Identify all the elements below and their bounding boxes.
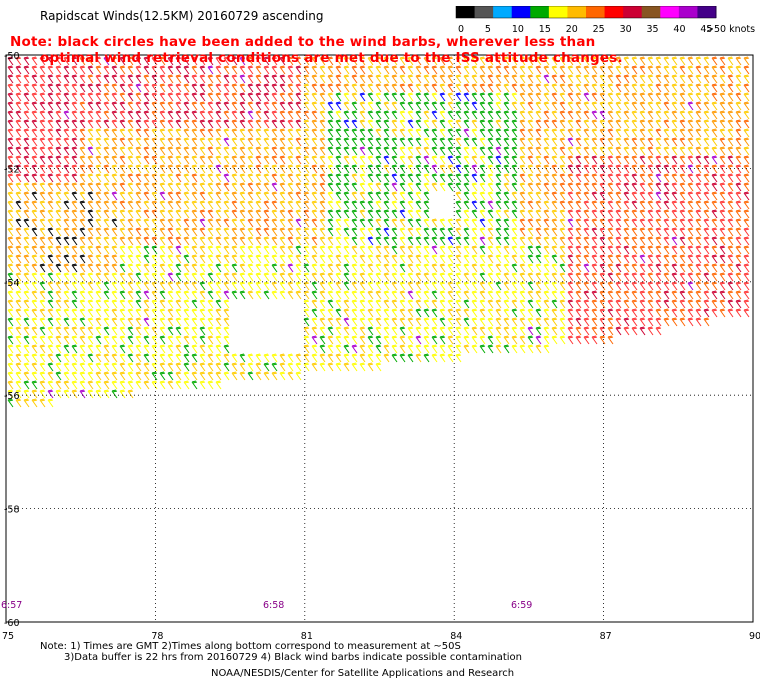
legend-tick-label: 45 — [700, 24, 712, 35]
wind-barbs — [7, 56, 750, 345]
footer-line-1: Note: 1) Times are GMT 2)Times along bot… — [40, 641, 461, 652]
lon-label: 90 — [749, 631, 760, 642]
legend-swatch — [511, 6, 531, 18]
longitude-labels: 75 78 81 84 87 90 — [2, 631, 760, 642]
wind-barbs — [327, 92, 502, 246]
wind-barbs — [15, 191, 118, 273]
lat-lon-grid — [6, 55, 753, 622]
wind-barbs — [7, 56, 750, 273]
time-label: 6:59 — [511, 600, 532, 611]
legend-swatch — [493, 6, 513, 18]
legend-swatch — [530, 6, 550, 18]
lat-label: -56 — [4, 391, 20, 402]
legend-swatch — [678, 6, 698, 18]
legend-swatch — [697, 6, 717, 18]
legend-tick-label: 10 — [512, 24, 524, 35]
legend-color-bar — [455, 6, 717, 19]
time-labels: 6:57 6:58 6:59 — [1, 600, 532, 611]
wind-barbs — [7, 56, 750, 408]
map-frame — [5, 54, 754, 623]
attitude-note: Note: black circles have been added to t… — [10, 34, 623, 66]
legend-swatch — [456, 6, 476, 18]
legend-swatch — [604, 6, 624, 18]
legend-tick-label: 20 — [566, 24, 578, 35]
legend-tick-labels: 0 5 10 15 20 25 30 35 40 45 — [458, 24, 712, 35]
color-legend: 0 5 10 15 20 25 30 35 40 45 >50 knots — [455, 6, 755, 35]
lon-label: 81 — [301, 631, 313, 642]
legend-tick-label: 40 — [673, 24, 685, 35]
wind-barbs — [79, 56, 750, 345]
legend-swatch — [567, 6, 587, 18]
note-line-2: optimal wind retrieval conditions are me… — [40, 50, 623, 66]
wind-barbs — [7, 92, 566, 408]
wind-barbs — [7, 56, 750, 336]
legend-swatch — [586, 6, 606, 18]
lon-label: 84 — [450, 631, 462, 642]
lat-label: -54 — [4, 278, 20, 289]
lat-label: -58 — [4, 505, 20, 516]
time-label: 6:57 — [1, 600, 22, 611]
legend-swatch — [474, 6, 494, 18]
legend-swatch — [548, 6, 568, 18]
legend-units-label: >50 knots — [706, 24, 755, 35]
wind-barb-layer — [7, 56, 750, 408]
legend-tick-label: 25 — [593, 24, 605, 35]
chart-title: Rapidscat Winds(12.5KM) 20160729 ascendi… — [40, 9, 324, 23]
lon-label: 78 — [151, 631, 163, 642]
wind-barbs — [47, 56, 718, 399]
lon-label: 87 — [600, 631, 612, 642]
latitude-labels: -50 -52 -54 -56 -58 -60 — [4, 51, 20, 629]
legend-tick-label: 0 — [458, 24, 464, 35]
lon-label: 75 — [2, 631, 14, 642]
footer-credit: NOAA/NESDIS/Center for Satellite Applica… — [211, 668, 515, 679]
wind-barbs — [7, 92, 566, 408]
note-line-1: Note: black circles have been added to t… — [10, 34, 596, 50]
legend-tick-label: 35 — [647, 24, 659, 35]
lat-label: -60 — [4, 618, 20, 629]
legend-tick-label: 5 — [485, 24, 491, 35]
footer-line-2: 3)Data buffer is 22 hrs from 20160729 4)… — [64, 652, 522, 663]
legend-swatch — [623, 6, 643, 18]
lat-label: -50 — [4, 51, 20, 62]
legend-tick-label: 30 — [620, 24, 632, 35]
legend-tick-label: 15 — [539, 24, 551, 35]
time-label: 6:58 — [263, 600, 284, 611]
lat-label: -52 — [4, 164, 20, 175]
legend-swatch — [641, 6, 661, 18]
legend-swatch — [660, 6, 680, 18]
